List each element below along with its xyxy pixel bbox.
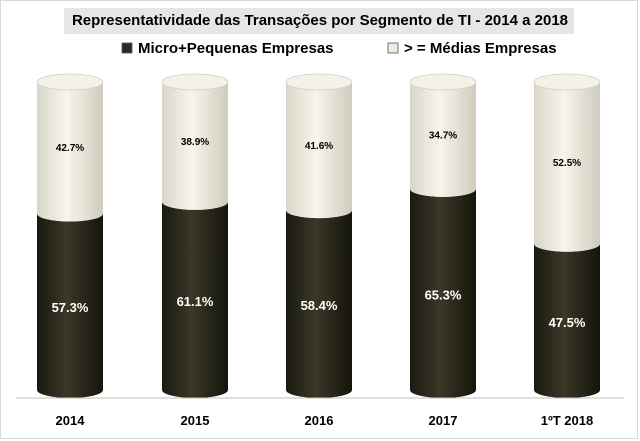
- bar-micro-pequenas-2: [162, 201, 228, 398]
- bar-cap-1: [36, 73, 104, 91]
- data-label-medias-2: 38.9%: [181, 137, 209, 148]
- bar-medias-3: [286, 82, 352, 219]
- bar-cap-5: [533, 73, 601, 91]
- bar-medias-2: [162, 82, 228, 210]
- title-background: [64, 8, 574, 34]
- x-tick-labels: 2014 2015 2016 2017 1ºT 2018: [56, 413, 594, 428]
- x-tick-label-3: 2016: [305, 413, 334, 428]
- chart-title: Representatividade das Transações por Se…: [71, 12, 569, 29]
- legend-label-2: > = Médias Empresas: [404, 40, 557, 57]
- bar-cap-2: [161, 73, 229, 91]
- bar-micro-pequenas-3: [286, 210, 352, 398]
- data-label-micro-pequenas-3: 58.4%: [301, 298, 338, 313]
- bar-micro-pequenas-5: [534, 243, 600, 398]
- x-tick-label-1: 2014: [56, 413, 86, 428]
- legend: Micro+Pequenas Empresas > = Médias Empres…: [121, 40, 557, 57]
- x-tick-label-2: 2015: [181, 413, 210, 428]
- data-label-medias-5: 52.5%: [553, 158, 581, 169]
- x-tick-label-4: 2017: [429, 413, 458, 428]
- bar-medias-4: [410, 82, 476, 197]
- data-label-micro-pequenas-2: 61.1%: [177, 294, 214, 309]
- bar-medias-1: [37, 82, 103, 222]
- data-label-medias-1: 42.7%: [56, 143, 84, 154]
- bar-micro-pequenas-1: [37, 213, 104, 398]
- bar-micro-pequenas-4: [410, 188, 476, 398]
- legend-label-1: Micro+Pequenas Empresas: [138, 40, 334, 57]
- bar-cap-4: [409, 73, 477, 91]
- bars-group: 57.3% 42.7% 61.1% 38.9% 58.4% 41.6% 65.3% 34.7%…: [36, 73, 601, 398]
- bar-medias-5: [534, 82, 600, 252]
- x-tick-label-5: 1ºT 2018: [541, 413, 593, 428]
- data-label-medias-4: 34.7%: [429, 130, 457, 141]
- legend-swatch-1: [121, 42, 133, 54]
- data-label-micro-pequenas-5: 47.5%: [549, 315, 586, 330]
- data-label-micro-pequenas-1: 57.3%: [52, 300, 89, 315]
- bar-cap-3: [285, 73, 353, 91]
- legend-swatch-2: [387, 42, 399, 54]
- data-label-medias-3: 41.6%: [305, 141, 333, 152]
- data-label-micro-pequenas-4: 65.3%: [425, 287, 462, 302]
